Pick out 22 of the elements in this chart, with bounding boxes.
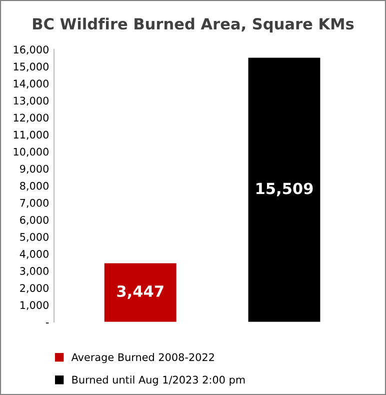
data-label: 3,447 — [117, 285, 164, 299]
y-tick-label: 3,000 — [20, 267, 48, 276]
y-tick-label: 14,000 — [14, 80, 48, 89]
y-tick-label: 12,000 — [14, 114, 48, 123]
y-tick-label: 10,000 — [14, 148, 48, 157]
chart-title: BC Wildfire Burned Area, Square KMs — [33, 18, 354, 33]
y-tick-label: 8,000 — [20, 182, 48, 191]
y-tick-label: 4,000 — [20, 250, 48, 259]
data-label: 15,509 — [256, 182, 313, 196]
y-tick-label: 6,000 — [20, 216, 48, 225]
y-tick-label: 7,000 — [20, 198, 48, 208]
y-tick-label: - — [46, 322, 49, 324]
y-tick-label: 15,000 — [14, 62, 48, 72]
legend-label: Average Burned 2008-2022 — [71, 353, 214, 364]
y-tick-label: 11,000 — [14, 130, 48, 140]
y-tick-label: 1,000 — [20, 301, 48, 310]
y-tick-label: 16,000 — [14, 46, 48, 55]
legend-label: Burned until Aug 1/2023 2:00 pm — [72, 376, 245, 386]
y-tick-label: 9,000 — [20, 164, 48, 174]
y-tick-label: 2,000 — [20, 284, 48, 294]
y-tick-label: 5,000 — [20, 232, 48, 242]
y-tick-label: 13,000 — [14, 96, 48, 106]
